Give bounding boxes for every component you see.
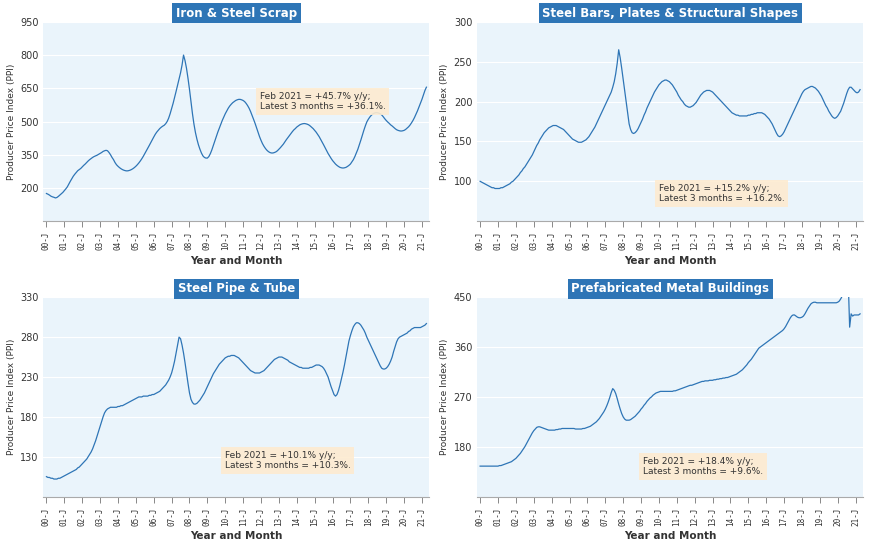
Text: Steel Pipe & Tube: Steel Pipe & Tube <box>177 282 295 295</box>
Y-axis label: Producer Price Index (PPI): Producer Price Index (PPI) <box>440 339 449 455</box>
Text: Prefabricated Metal Buildings: Prefabricated Metal Buildings <box>570 282 768 295</box>
Y-axis label: Producer Price Index (PPI): Producer Price Index (PPI) <box>440 64 449 180</box>
Text: Feb 2021 = +15.2% y/y;
Latest 3 months = +16.2%.: Feb 2021 = +15.2% y/y; Latest 3 months =… <box>658 184 783 203</box>
X-axis label: Year and Month: Year and Month <box>623 256 715 266</box>
X-axis label: Year and Month: Year and Month <box>190 531 282 541</box>
Text: Iron & Steel Scrap: Iron & Steel Scrap <box>176 7 296 20</box>
Text: Steel Bars, Plates & Structural Shapes: Steel Bars, Plates & Structural Shapes <box>541 7 797 20</box>
Y-axis label: Producer Price Index (PPI): Producer Price Index (PPI) <box>7 64 16 180</box>
Text: Feb 2021 = +18.4% y/y;
Latest 3 months = +9.6%.: Feb 2021 = +18.4% y/y; Latest 3 months =… <box>642 457 762 476</box>
X-axis label: Year and Month: Year and Month <box>623 531 715 541</box>
Text: Feb 2021 = +45.7% y/y;
Latest 3 months = +36.1%.: Feb 2021 = +45.7% y/y; Latest 3 months =… <box>259 92 385 111</box>
Y-axis label: Producer Price Index (PPI): Producer Price Index (PPI) <box>7 339 16 455</box>
X-axis label: Year and Month: Year and Month <box>190 256 282 266</box>
Text: Feb 2021 = +10.1% y/y;
Latest 3 months = +10.3%.: Feb 2021 = +10.1% y/y; Latest 3 months =… <box>224 451 350 470</box>
